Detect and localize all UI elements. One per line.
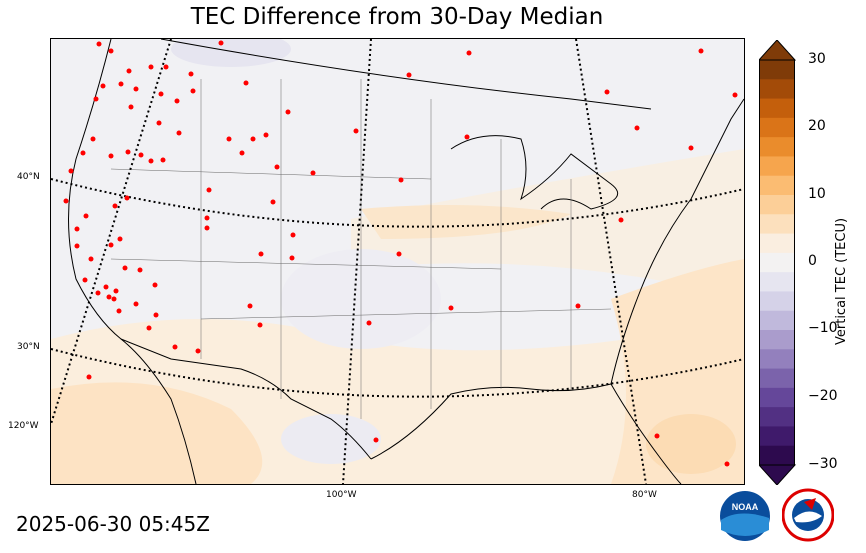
nws-logo: [781, 488, 835, 548]
negative-anomaly-texas: [281, 414, 381, 464]
colorbar-scale: [757, 39, 797, 486]
colorbar-tick: 10: [808, 186, 826, 202]
chart-title: TEC Difference from 30-Day Median: [190, 4, 604, 30]
colorbar-tick: 0: [808, 253, 817, 269]
gulf-coast: [370, 383, 682, 484]
colorbar-extend-bottom: [757, 464, 797, 486]
lon-label-100w: 100°W: [326, 490, 357, 500]
colorbar-swatch: [759, 310, 795, 331]
positive-anomaly-band-north: [351, 149, 744, 299]
graticule-80w: [575, 39, 647, 484]
great-lakes: [450, 135, 619, 210]
us-canada-border: [160, 39, 652, 110]
colorbar-swatch: [759, 407, 795, 427]
state-lines: [110, 79, 612, 419]
colorbar-swatch: [759, 387, 795, 408]
colorbar-swatch: [759, 117, 795, 138]
orange-anomaly-midwest: [361, 205, 571, 239]
colorbar-swatch: [759, 175, 795, 196]
colorbar-swatch: [759, 426, 795, 447]
colorbar-swatch: [759, 272, 795, 292]
graticule-120w: [51, 39, 172, 425]
atlantic-coast: [610, 98, 744, 385]
colorbar-frame: [759, 59, 795, 466]
colorbar-swatch: [759, 252, 795, 273]
colorbar-swatch: [759, 445, 795, 466]
map-panel: [50, 38, 745, 485]
colorbar-tick: −20: [808, 388, 838, 404]
colorbar-swatch: [759, 98, 795, 119]
lon-label-80w: 80°W: [632, 490, 657, 500]
colorbar-swatch: [759, 214, 795, 235]
orange-anomaly-southeast: [646, 414, 736, 474]
us-mexico-border: [120, 338, 372, 460]
lat-label-30n: 30°N: [17, 342, 40, 352]
graticule-30n: [51, 348, 744, 398]
noaa-logo: NOAA: [719, 490, 771, 546]
colorbar: [757, 39, 797, 489]
colorbar-swatch: [759, 291, 795, 312]
graticule-100w: [342, 39, 372, 484]
colorbar-tick: 20: [808, 118, 826, 134]
colorbar-tick: −10: [808, 320, 838, 336]
colorbar-swatch: [759, 330, 795, 350]
colorbar-extend-top: [757, 39, 797, 61]
colorbar-tick: −30: [808, 456, 838, 472]
lon-label-120w: 120°W: [8, 421, 39, 431]
colorbar-swatch: [759, 60, 795, 80]
colorbar-swatch: [759, 368, 795, 389]
timestamp: 2025-06-30 05:45Z: [16, 512, 210, 536]
colorbar-swatch: [759, 233, 795, 254]
colorbar-swatch: [759, 79, 795, 100]
colorbar-tick: 30: [808, 51, 826, 67]
gnss-stations: [63, 40, 738, 467]
tec-map: [51, 39, 744, 484]
colorbar-swatch: [759, 156, 795, 177]
pacific-coast: [68, 39, 197, 484]
lat-label-40n: 40°N: [17, 172, 40, 182]
negative-anomaly-canada: [171, 39, 291, 67]
colorbar-swatch: [759, 349, 795, 370]
colorbar-swatch: [759, 137, 795, 157]
orange-anomaly-gulf: [51, 382, 263, 484]
graticule-40n: [51, 178, 744, 228]
noaa-logo-text: NOAA: [732, 502, 759, 512]
colorbar-label: Vertical TEC (TECU): [834, 217, 849, 345]
colorbar-swatch: [759, 195, 795, 215]
